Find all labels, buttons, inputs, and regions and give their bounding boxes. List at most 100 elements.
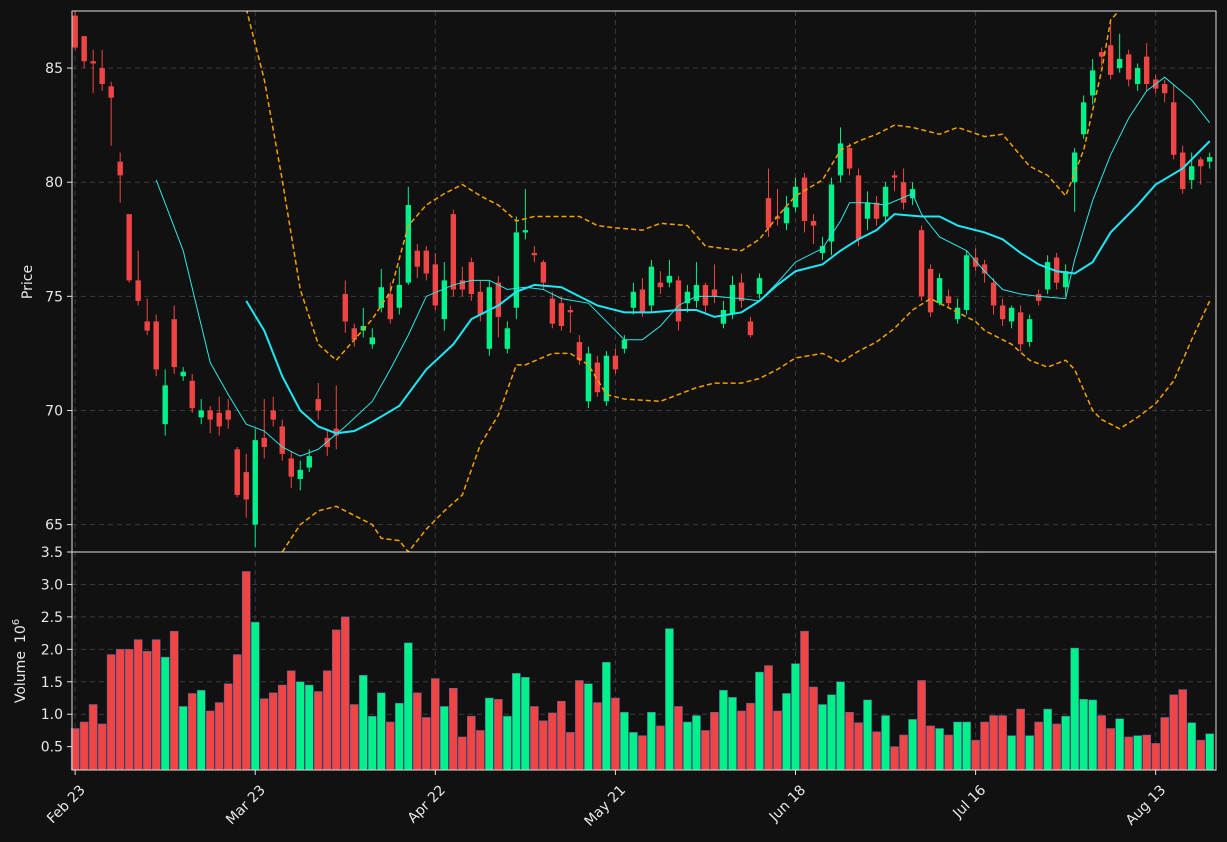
candle-body: [333, 428, 339, 436]
volume-bar: [683, 721, 692, 771]
volume-bar: [737, 710, 746, 771]
volume-bar: [575, 680, 584, 771]
y-tick-label: 75: [45, 289, 63, 305]
volume-bar: [548, 712, 557, 771]
volume-bar: [584, 683, 593, 771]
volume-bar: [917, 680, 926, 771]
candle-body: [1017, 312, 1024, 345]
volume-bar: [313, 691, 323, 771]
candle-body: [153, 321, 159, 370]
volume-bar: [1196, 739, 1205, 771]
volume-bar: [214, 702, 224, 771]
candle-body: [396, 284, 403, 308]
candle-body: [1134, 68, 1141, 85]
candle-body: [117, 161, 123, 176]
candle-body: [1053, 257, 1060, 283]
volume-bar: [413, 692, 422, 771]
candle-body: [270, 410, 276, 420]
candle-body: [594, 362, 601, 393]
volume-bar: [1160, 717, 1169, 771]
volume-bar: [1133, 735, 1142, 771]
candle-body: [1170, 102, 1177, 155]
candle-body: [99, 68, 105, 85]
candle-body: [1071, 152, 1078, 183]
volume-bar: [701, 730, 710, 771]
candle-body: [729, 284, 736, 315]
candle-body: [684, 291, 691, 304]
candle-body: [585, 353, 592, 402]
y-axis-label: Price: [20, 265, 36, 299]
candle-body: [747, 321, 754, 336]
volume-axis-label: Volume 106: [11, 619, 29, 703]
volume-bar: [629, 732, 638, 771]
candle-body: [549, 298, 556, 324]
candle-body: [720, 310, 727, 324]
volume-bar: [980, 721, 989, 771]
volume-tick-label: 2.5: [41, 610, 63, 626]
candle-body: [756, 278, 763, 295]
volume-bar: [160, 656, 170, 771]
volume-bar: [971, 739, 980, 771]
candle-body: [126, 214, 132, 281]
volume-bar: [710, 712, 719, 771]
volume-bar: [404, 642, 413, 771]
candle-body: [495, 282, 502, 317]
volume-bar: [277, 684, 287, 771]
candle-body: [666, 275, 673, 283]
volume-bar: [250, 621, 260, 771]
candle-body: [243, 472, 249, 500]
candle-body: [1080, 102, 1087, 135]
candle-body: [171, 319, 177, 368]
volume-bar: [557, 700, 566, 771]
candle-body: [459, 280, 466, 290]
candle-body: [1179, 152, 1186, 190]
candle-body: [477, 291, 484, 315]
y-tick-label: 80: [45, 175, 63, 191]
candle-body: [693, 284, 700, 301]
candle-body: [630, 291, 637, 308]
candle-body: [855, 175, 862, 240]
volume-bar: [611, 697, 620, 771]
volume-bar: [854, 722, 863, 771]
candle-body: [873, 202, 880, 219]
candle-body: [72, 15, 78, 48]
candle-body: [81, 36, 87, 62]
candle-body: [531, 252, 538, 256]
candle-body: [414, 250, 421, 267]
candle-body: [864, 202, 871, 219]
candle-body: [261, 437, 267, 447]
candle-body: [810, 221, 817, 226]
candle-body: [180, 371, 186, 377]
volume-bar: [1052, 723, 1061, 771]
volume-bar: [656, 725, 665, 771]
candle-body: [162, 385, 168, 425]
candle-body: [1089, 70, 1096, 96]
volume-bar: [1061, 715, 1070, 771]
volume-bar: [962, 721, 971, 771]
candle-body: [441, 280, 448, 320]
volume-bar: [944, 734, 953, 771]
candle-body: [972, 257, 979, 267]
volume-bar: [728, 697, 737, 771]
candle-body: [648, 266, 655, 306]
candle-body: [801, 177, 808, 222]
volume-bar: [124, 649, 134, 771]
price-panel: [72, 11, 1213, 548]
candle-body: [1206, 157, 1213, 162]
volume-bar: [674, 706, 683, 771]
volume-bar: [440, 706, 449, 771]
candle-body: [540, 262, 547, 283]
volume-bar: [358, 675, 368, 771]
volume-bar: [115, 649, 125, 771]
volume-bar: [809, 686, 818, 771]
candle-body: [405, 205, 412, 283]
volume-bar: [773, 710, 782, 771]
volume-tick-label: 1.5: [41, 675, 63, 691]
candle-body: [108, 86, 114, 98]
volume-bar: [142, 651, 152, 771]
volume-bar: [1070, 647, 1079, 771]
candle-body: [486, 287, 493, 349]
volume-bar: [133, 639, 143, 771]
candle-body: [1044, 262, 1051, 290]
